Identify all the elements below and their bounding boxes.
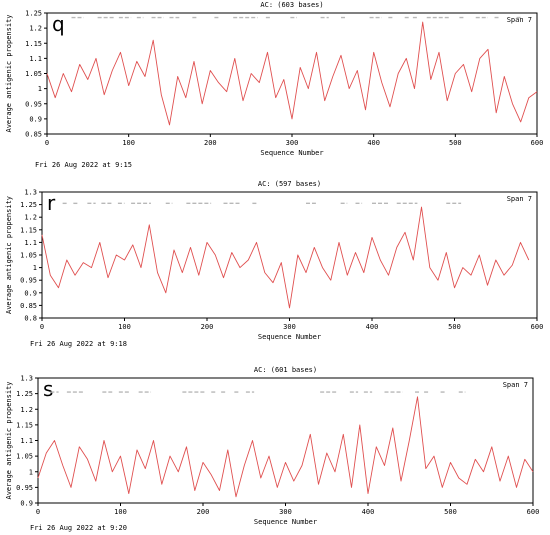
y-tick-label: 1.2 (24, 214, 37, 222)
chart-title: AC: (601 bases) (254, 366, 317, 374)
y-tick-label: 1.15 (16, 421, 33, 429)
x-axis-label: Sequence Number (260, 149, 323, 157)
y-tick-label: 1.3 (20, 375, 33, 383)
y-tick-label: 1 (29, 468, 33, 476)
y-tick-label: 0.95 (20, 277, 37, 285)
x-tick-label: 300 (286, 139, 299, 147)
antigenicity-line (41, 206, 530, 309)
y-tick-label: 1.15 (20, 226, 37, 234)
y-tick-label: 0.9 (20, 500, 33, 508)
x-tick-label: 0 (45, 139, 49, 147)
legend-span-label: Span 7 (503, 381, 528, 389)
y-tick-label: 1.05 (25, 70, 42, 78)
x-tick-label: 400 (366, 323, 379, 331)
x-tick-label: 100 (114, 508, 127, 516)
panel-letter: s (43, 377, 53, 401)
x-tick-label: 500 (448, 323, 461, 331)
y-tick-label: 1 (38, 85, 42, 93)
y-axis-label: Average antigenic propensity (5, 196, 13, 314)
x-tick-label: 0 (40, 323, 44, 331)
y-tick-label: 1.1 (24, 239, 37, 247)
x-tick-label: 300 (283, 323, 296, 331)
x-tick-label: 200 (204, 139, 217, 147)
y-tick-label: 1.2 (29, 25, 42, 33)
x-tick-label: 400 (362, 508, 375, 516)
legend-span-label: Span 7 (507, 195, 532, 203)
y-axis-label: Average antigenic propensity (5, 14, 13, 132)
y-tick-label: 0.8 (24, 315, 37, 323)
y-tick-label: 0.85 (25, 131, 42, 139)
chart-panel-s: AC: (601 bases) s Span 7 0 100 200 300 400 500 60… (5, 366, 539, 532)
panel-letter: q (52, 12, 65, 36)
antigenicity-line (46, 21, 538, 126)
x-tick-label: 0 (36, 508, 40, 516)
x-tick-label: 600 (527, 508, 540, 516)
timestamp-footer: Fri 26 Aug 2022 at 9:20 (30, 524, 127, 532)
y-tick-label: 0.9 (24, 289, 37, 297)
x-tick-label: 400 (367, 139, 380, 147)
x-tick-label: 500 (449, 139, 462, 147)
x-axis-label: Sequence Number (254, 518, 317, 526)
y-tick-label: 1.3 (24, 189, 37, 197)
y-tick-label: 1.25 (16, 390, 33, 398)
chart-title: AC: (603 bases) (260, 1, 323, 9)
y-tick-label: 1.25 (25, 10, 42, 18)
chart-panel-r: AC: (597 bases) r Span 7 0 100 200 300 400 500 60… (5, 180, 543, 348)
y-tick-label: 1.05 (16, 453, 33, 461)
y-axis-label: Average antigenic propensity (5, 381, 13, 499)
panel-letter: r (47, 191, 56, 215)
y-tick-label: 1.1 (20, 437, 33, 445)
chart-title: AC: (597 bases) (258, 180, 321, 188)
timestamp-footer: Fri 26 Aug 2022 at 9:15 (35, 161, 132, 169)
y-tick-label: 0.95 (25, 100, 42, 108)
x-tick-label: 200 (201, 323, 214, 331)
plot-frame (37, 377, 534, 504)
chart-panel-q: AC: (603 bases) q Span 7 0 100 200 300 400 500 60… (5, 1, 543, 169)
x-tick-label: 100 (118, 323, 131, 331)
x-tick-label: 600 (531, 139, 544, 147)
x-tick-label: 300 (279, 508, 292, 516)
x-tick-label: 200 (197, 508, 210, 516)
x-tick-label: 100 (122, 139, 135, 147)
legend-span-label: Span 7 (507, 16, 532, 24)
y-tick-label: 0.95 (16, 484, 33, 492)
y-tick-label: 1.15 (25, 40, 42, 48)
y-tick-label: 1 (33, 264, 37, 272)
y-tick-label: 0.85 (20, 302, 37, 310)
y-tick-label: 1.2 (20, 406, 33, 414)
x-axis-label: Sequence Number (258, 333, 321, 341)
y-tick-label: 0.9 (29, 115, 42, 123)
x-tick-label: 500 (444, 508, 457, 516)
y-tick-label: 1.05 (20, 252, 37, 260)
antigenicity-line (37, 396, 534, 498)
y-tick-label: 1.1 (29, 55, 42, 63)
y-tick-label: 1.25 (20, 201, 37, 209)
timestamp-footer: Fri 26 Aug 2022 at 9:18 (30, 340, 127, 348)
x-tick-label: 600 (531, 323, 544, 331)
plot-frame (46, 12, 538, 135)
